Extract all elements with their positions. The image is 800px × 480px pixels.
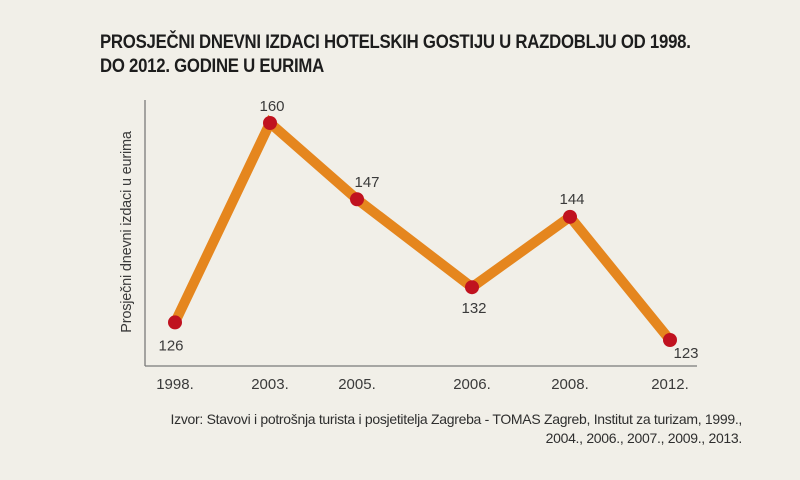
x-axis-tick-label: 2005. [338, 376, 376, 393]
data-point-marker [563, 209, 577, 224]
data-point-label: 132 [461, 300, 486, 317]
chart-title: PROSJEČNI DNEVNI IZDACI HOTELSKIH GOSTIJ… [100, 30, 691, 78]
data-point-label: 123 [673, 345, 698, 362]
x-axis-ticks: 1998. 2003. 2005. 2006. 2008. 2012. [156, 376, 689, 393]
x-axis-tick-label: 2006. [453, 376, 491, 393]
data-point-label: 144 [559, 191, 584, 208]
x-axis-tick-label: 2003. [251, 376, 289, 393]
data-point-marker [663, 333, 677, 347]
source-line-2: 2004., 2006., 2007., 2009., 2013. [545, 430, 743, 446]
x-axis-tick-label: 2012. [651, 376, 689, 393]
data-point-label: 126 [158, 337, 183, 354]
data-point-label: 147 [354, 174, 379, 191]
chart-title-line-1: PROSJEČNI DNEVNI IZDACI HOTELSKIH GOSTIJ… [100, 31, 691, 53]
source-note: Izvor: Stavovi i potrošnja turista i pos… [170, 410, 743, 448]
data-point-marker [168, 315, 182, 330]
data-point-marker [465, 280, 479, 295]
x-axis-tick-label: 1998. [156, 376, 194, 393]
data-point-marker [263, 116, 277, 130]
data-labels: 126 160 147 132 144 123 [158, 98, 698, 362]
series-line [170, 114, 674, 344]
data-point-marker [350, 192, 364, 207]
data-markers [168, 116, 677, 347]
source-line-1: Izvor: Stavovi i potrošnja turista i pos… [170, 411, 743, 427]
data-point-label: 160 [259, 98, 284, 115]
x-axis-tick-label: 2008. [551, 376, 589, 393]
chart-title-line-2: DO 2012. GODINE U EURIMA [100, 55, 324, 77]
